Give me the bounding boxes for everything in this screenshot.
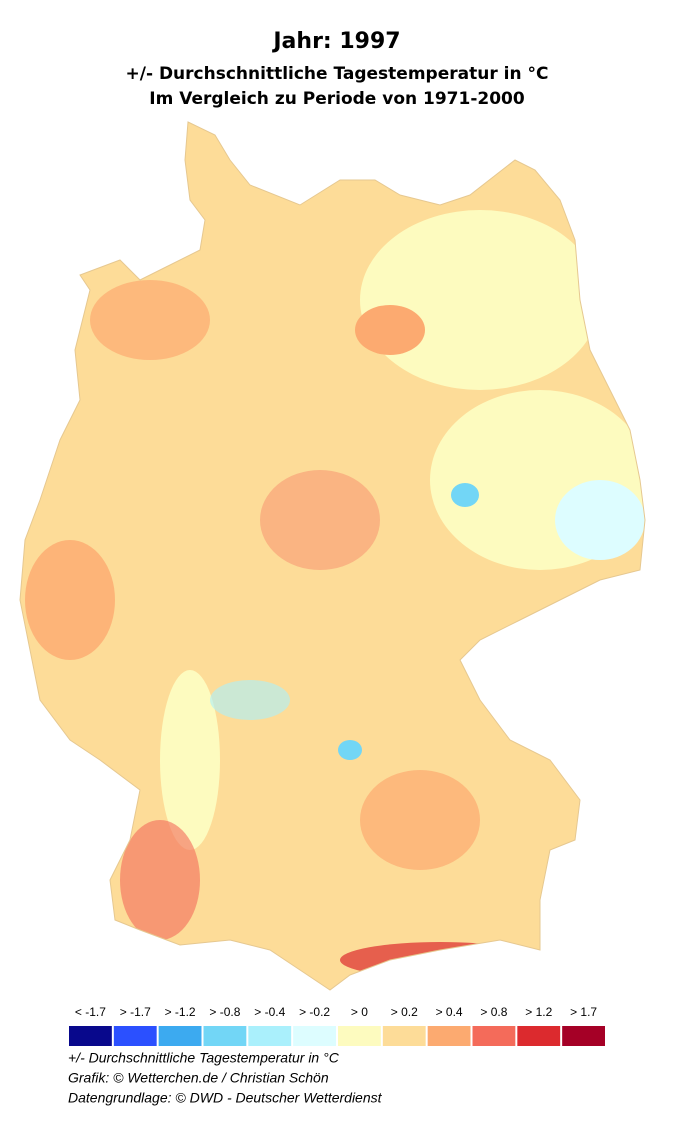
legend-swatch [293,1026,336,1046]
map [20,122,645,990]
legend: < -1.7 > -1.7 > -1.2 > -0.8 > -0.4 > -0.2 > 0 >… [69,1005,605,1046]
legend-swatch [517,1026,561,1046]
legend-label: > 0 [351,1005,368,1019]
legend-label: > -0.2 [299,1005,330,1019]
legend-label: > 1.7 [570,1005,597,1019]
footer-text: +/- Durchschnittliche Tagestemperatur in… [68,1050,340,1066]
legend-label: > -1.7 [120,1005,151,1019]
legend-swatch [158,1026,202,1046]
legend-swatch [472,1026,516,1046]
legend-swatch [113,1026,157,1046]
subtitle: +/- Durchschnittliche Tagestemperatur in… [126,64,549,84]
legend-label: > -1.2 [165,1005,196,1019]
legend-swatch [562,1026,605,1046]
subtitle: Im Vergleich zu Periode von 1971-2000 [149,89,525,109]
legend-swatch [248,1026,292,1046]
legend-label: > -0.8 [209,1005,240,1019]
legend-swatch [427,1026,471,1046]
legend-label: > 0.4 [436,1005,463,1019]
legend-swatch [338,1026,381,1046]
footer-text: Grafik: © Wetterchen.de / Christian Schö… [68,1070,329,1086]
title: Jahr: 1997 [271,29,400,54]
legend-label: > 1.2 [525,1005,552,1019]
legend-label: < -1.7 [75,1005,106,1019]
legend-swatch [69,1026,112,1046]
legend-swatch [382,1026,426,1046]
legend-label: > 0.2 [391,1005,418,1019]
legend-label: > 0.8 [480,1005,507,1019]
legend-swatch [203,1026,247,1046]
legend-label: > -0.4 [254,1005,285,1019]
footer-text: Datengrundlage: © DWD - Deutscher Wetter… [68,1090,383,1106]
